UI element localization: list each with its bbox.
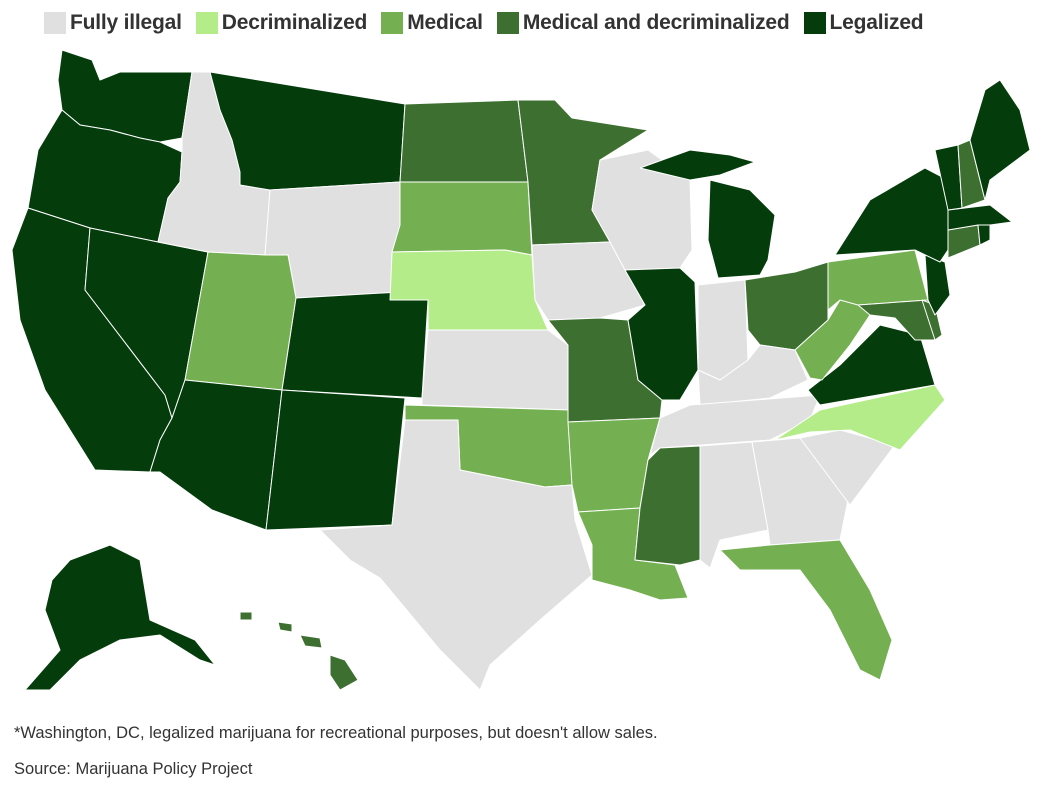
state-texas bbox=[319, 419, 593, 691]
legend-swatch bbox=[195, 12, 218, 34]
state-new-jersey bbox=[924, 254, 951, 316]
state-hawaii-kauai bbox=[239, 611, 253, 621]
state-north-dakota bbox=[399, 99, 529, 183]
legend-label: Medical bbox=[407, 11, 483, 34]
legend-item-fully-illegal: Fully illegal bbox=[44, 11, 182, 35]
legend-item-medical-and-decriminalized: Medical and decriminalized bbox=[496, 11, 790, 35]
source-note: Source: Marijuana Policy Project bbox=[14, 760, 253, 778]
state-kansas bbox=[421, 329, 571, 411]
state-south-dakota bbox=[391, 181, 533, 256]
state-colorado bbox=[281, 291, 429, 399]
legend-label: Fully illegal bbox=[70, 11, 182, 34]
footnote: *Washington, DC, legalized marijuana for… bbox=[14, 724, 658, 742]
legend-swatch bbox=[803, 12, 826, 34]
legend-swatch bbox=[44, 12, 66, 34]
state-massachusetts bbox=[947, 204, 1013, 231]
state-alaska bbox=[24, 544, 216, 691]
legend-swatch bbox=[381, 12, 404, 34]
state-michigan bbox=[707, 179, 776, 279]
legend-label: Medical and decriminalized bbox=[522, 11, 790, 34]
state-rhode-island bbox=[977, 224, 991, 246]
state-connecticut bbox=[947, 224, 981, 259]
legend: Fully illegal Decriminalized Medical Med… bbox=[44, 8, 1044, 38]
state-illinois bbox=[624, 267, 699, 401]
state-new-mexico bbox=[265, 389, 406, 531]
state-new-york bbox=[834, 167, 949, 263]
state-florida bbox=[719, 539, 893, 681]
state-maine bbox=[969, 79, 1031, 201]
legend-label: Legalized bbox=[829, 11, 924, 34]
legend-label: Decriminalized bbox=[221, 11, 368, 34]
state-mississippi bbox=[634, 445, 701, 566]
state-hawaii-maui bbox=[299, 634, 323, 649]
legend-swatch bbox=[496, 12, 519, 34]
legend-item-legalized: Legalized bbox=[803, 11, 924, 35]
state-north-carolina bbox=[774, 384, 946, 451]
state-hawaii-oahu bbox=[277, 621, 293, 633]
state-hawaii-big bbox=[329, 654, 359, 691]
state-michigan-up bbox=[639, 149, 756, 181]
legend-item-decriminalized: Decriminalized bbox=[195, 11, 368, 35]
legend-item-medical: Medical bbox=[381, 11, 483, 35]
